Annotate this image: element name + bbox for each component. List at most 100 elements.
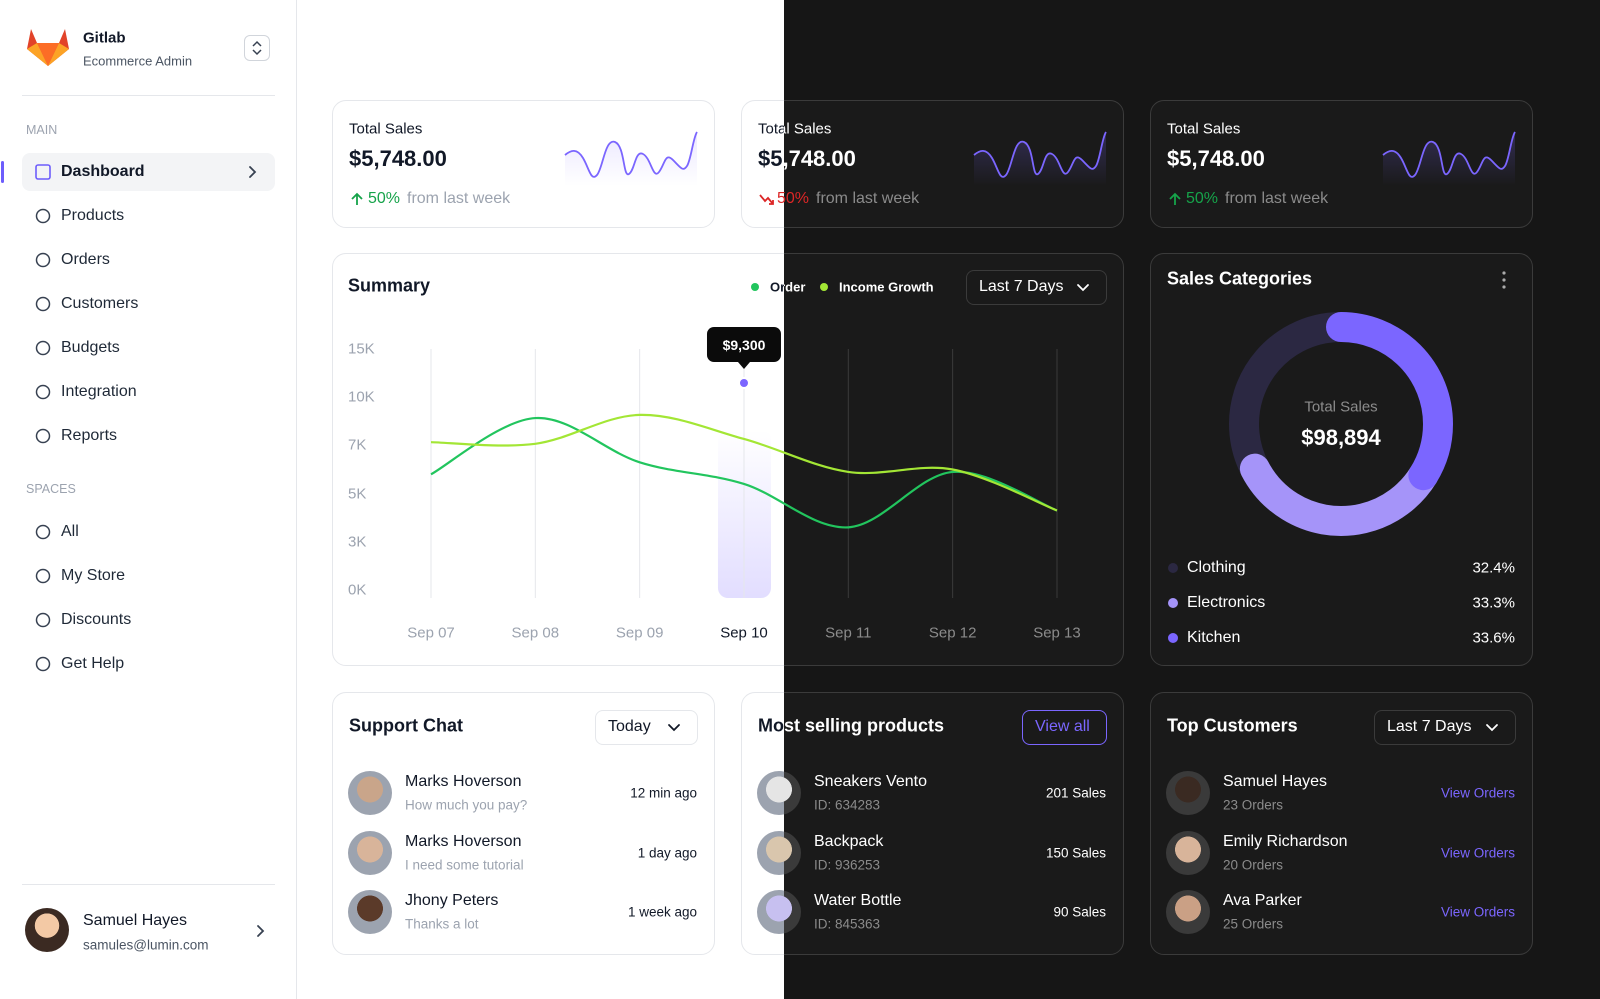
trend-arrow <box>351 192 363 205</box>
row-meta[interactable]: View Orders <box>1440 904 1515 920</box>
legend-dot <box>1168 563 1178 573</box>
nav-item[interactable] <box>22 197 275 235</box>
row-name: Water Bottle <box>814 892 902 909</box>
avatar <box>1166 830 1210 875</box>
stat-note: from last week <box>1225 190 1329 207</box>
active-indicator <box>1 161 4 183</box>
nav-label[interactable]: Discounts <box>61 611 132 628</box>
user-avatar <box>25 908 69 952</box>
stat-label: Total Sales <box>1167 120 1241 138</box>
icon-shape <box>35 296 51 312</box>
legend-label: Order <box>770 279 806 295</box>
chevron <box>249 166 257 178</box>
donut-chart <box>1229 312 1454 536</box>
nav-icon <box>35 524 51 540</box>
card-title: Sales Categories <box>1167 268 1313 289</box>
nav-label[interactable]: Orders <box>61 251 110 268</box>
tooltip-pointer <box>737 362 750 369</box>
icon-shape <box>35 164 51 180</box>
nav-item[interactable] <box>22 417 275 455</box>
icon-shape <box>35 524 51 540</box>
stat-change: 50% <box>777 190 810 207</box>
row-meta[interactable]: View Orders <box>1440 785 1515 801</box>
nav-label[interactable]: Integration <box>61 383 137 400</box>
button-label[interactable]: View all <box>1035 718 1090 735</box>
card <box>784 100 1124 228</box>
nav-label[interactable]: Products <box>61 207 125 224</box>
chevron <box>668 724 680 732</box>
chevron-icon <box>1486 724 1498 732</box>
nav-label[interactable]: All <box>61 523 79 540</box>
nav-item[interactable] <box>22 645 275 683</box>
filter-label[interactable]: Last 7 Days <box>979 278 1064 295</box>
avatar <box>1166 771 1210 815</box>
nav-icon <box>35 384 51 400</box>
sparkline-line <box>1382 131 1516 178</box>
stat-change: 50% <box>368 190 401 207</box>
sparkline-line <box>564 131 698 178</box>
brand-name: Gitlab <box>83 29 126 47</box>
sparkline-area <box>565 132 697 186</box>
series-line <box>430 416 784 505</box>
card-button[interactable] <box>1022 710 1107 745</box>
nav-label[interactable]: Reports <box>61 427 118 444</box>
nav-label[interactable]: Customers <box>61 295 139 312</box>
legend-value: 33.6% <box>1472 629 1515 647</box>
card-button[interactable] <box>1374 710 1516 745</box>
nav-item[interactable] <box>22 285 275 323</box>
nav-item[interactable] <box>22 329 275 367</box>
trend-icon <box>1169 192 1181 205</box>
legend-dot <box>1168 598 1178 608</box>
nav-item[interactable] <box>22 153 275 191</box>
legend-label: Order <box>770 280 784 295</box>
workspace-toggle[interactable] <box>244 35 270 61</box>
button-label[interactable]: Today <box>608 718 651 735</box>
user-email: samules@lumin.com <box>83 937 209 953</box>
chevron <box>257 925 265 937</box>
row-meta[interactable]: View Orders <box>1440 845 1515 860</box>
row-name: Jhony Peters <box>405 892 499 909</box>
nav-label[interactable]: My Store <box>61 567 126 584</box>
nav-item[interactable] <box>22 373 275 411</box>
button-label[interactable]: Last 7 Days <box>1387 718 1472 735</box>
trend-icon <box>351 192 363 205</box>
series-line <box>784 451 1058 512</box>
avatar <box>348 890 392 934</box>
row-meta: 1 day ago <box>637 845 697 860</box>
icon-shape <box>35 208 51 224</box>
divider <box>22 884 275 885</box>
x-tick-label: Sep 12 <box>928 624 977 642</box>
card <box>332 692 715 955</box>
brand-subtitle: Ecommerce Admin <box>83 53 193 69</box>
card <box>741 100 784 228</box>
chevron-icon <box>257 925 265 937</box>
nav-item[interactable] <box>22 513 275 551</box>
nav-item[interactable] <box>22 601 275 639</box>
y-tick-label: 3K <box>348 533 367 551</box>
row-subtext: 20 Orders <box>1223 857 1284 872</box>
row-subtext: ID: 936253 <box>814 857 881 872</box>
legend-dot <box>820 283 828 291</box>
nav-icon <box>35 340 51 356</box>
nav-item[interactable] <box>22 241 275 279</box>
x-tick-label: Sep 09 <box>615 624 664 642</box>
filter-dropdown[interactable] <box>966 270 1107 305</box>
card-button[interactable] <box>595 710 698 745</box>
nav-item[interactable] <box>22 557 275 595</box>
row-name: Sneakers Vento <box>814 773 927 790</box>
nav-label[interactable]: Dashboard <box>61 163 145 180</box>
series-line <box>430 413 784 454</box>
nav-label[interactable]: Budgets <box>61 339 120 356</box>
row-subtext: ID: 634283 <box>814 797 881 813</box>
series-line <box>784 470 1058 529</box>
icon-shape <box>35 612 51 628</box>
legend-label: Electronics <box>1187 594 1266 611</box>
summary-chart <box>430 327 784 598</box>
stat-change: 50% <box>777 190 784 208</box>
nav-label[interactable]: Get Help <box>61 655 125 672</box>
dot <box>1502 285 1506 289</box>
sparkline <box>564 131 698 186</box>
row-subtext: 25 Orders <box>1223 916 1284 932</box>
